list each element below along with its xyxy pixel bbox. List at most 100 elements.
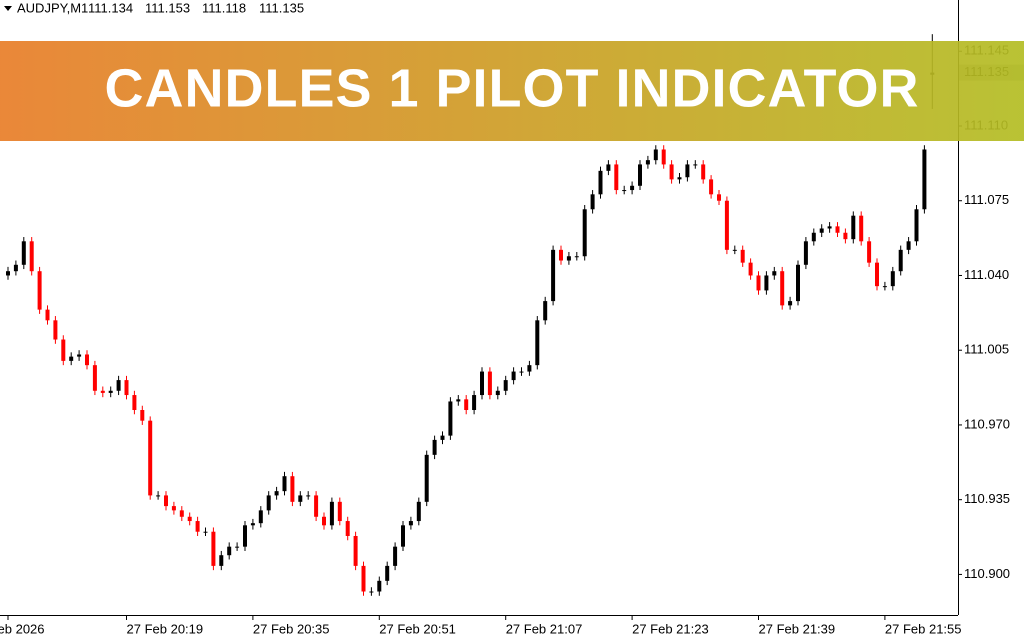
candle-body xyxy=(77,354,82,357)
x-tick-label: 27 Feb 20:19 xyxy=(127,621,204,636)
candle-body xyxy=(843,232,848,240)
candle-body xyxy=(377,580,382,592)
candle-body xyxy=(598,170,603,195)
candle-body xyxy=(574,256,579,258)
plot-area xyxy=(6,34,935,596)
candle-body xyxy=(385,565,390,581)
candle-body xyxy=(638,164,642,186)
header-close: 111.135 xyxy=(259,0,304,15)
candle-body xyxy=(796,264,800,302)
candle-body xyxy=(124,380,129,396)
candle-body xyxy=(235,546,240,548)
candle-body xyxy=(851,215,856,240)
candle-body xyxy=(337,501,342,522)
y-tick-label: 111.040 xyxy=(964,267,1009,282)
candle-body xyxy=(464,399,469,410)
candle-body xyxy=(495,390,500,396)
candle-body xyxy=(511,371,516,381)
header-open: 111.134 xyxy=(88,0,133,15)
candle-body xyxy=(440,435,445,440)
candle-body xyxy=(53,320,58,340)
candle-body xyxy=(622,190,627,192)
candle-body xyxy=(369,591,374,593)
candle-body xyxy=(314,495,319,517)
candle-body xyxy=(164,495,168,507)
candle-body xyxy=(748,262,753,276)
y-tick-label: 111.005 xyxy=(964,342,1009,357)
candle-body xyxy=(29,241,34,272)
candle-body xyxy=(906,241,911,250)
candle-body xyxy=(756,275,761,291)
candle-body xyxy=(614,164,619,191)
y-tick-label: 110.900 xyxy=(964,566,1010,581)
header-high: 111.153 xyxy=(145,0,190,15)
candle-body xyxy=(171,506,176,511)
candle-body xyxy=(306,495,311,497)
y-tick-label: 111.075 xyxy=(964,192,1009,207)
candle-body xyxy=(298,495,303,502)
candle-body xyxy=(250,523,255,526)
candle-body xyxy=(448,401,453,436)
candle-body xyxy=(179,510,184,517)
x-tick-label: 27 Feb 20:51 xyxy=(379,621,456,636)
candle-body xyxy=(527,365,532,372)
candle-body xyxy=(85,354,89,366)
candle-body xyxy=(393,546,398,566)
candle-body xyxy=(535,320,540,366)
candle-body xyxy=(559,249,563,261)
candle-body xyxy=(503,380,508,391)
candle-body xyxy=(187,516,192,522)
candle-body xyxy=(424,454,429,502)
candle-body xyxy=(630,185,635,191)
candle-body xyxy=(416,501,421,522)
candle-body xyxy=(345,521,350,536)
candle-body xyxy=(92,365,97,391)
x-tick-label: 27 Feb 21:39 xyxy=(759,621,836,636)
candle-body xyxy=(13,264,18,272)
candle-body xyxy=(898,249,903,272)
candle-body xyxy=(922,149,927,210)
banner-title: CANDLES 1 PILOT INDICATOR xyxy=(104,58,919,118)
candle-body xyxy=(867,241,872,263)
candle-body xyxy=(6,271,10,276)
header-low: 111.118 xyxy=(202,0,246,15)
candle-body xyxy=(322,516,326,526)
candle-body xyxy=(361,565,366,592)
menu-arrow[interactable] xyxy=(4,6,12,11)
candle-body xyxy=(685,164,690,178)
candle-body xyxy=(819,228,824,233)
candle-body xyxy=(827,226,832,229)
candle-body xyxy=(661,149,666,165)
candle-body xyxy=(875,262,879,287)
candle-body xyxy=(219,555,224,566)
candle-body xyxy=(487,371,492,396)
candle-body xyxy=(890,271,895,287)
candle-body xyxy=(732,249,737,251)
candle-body xyxy=(519,371,524,373)
candle-body xyxy=(353,535,358,566)
x-tick-label: 27 Feb 21:07 xyxy=(506,621,583,636)
candle-body xyxy=(140,410,145,421)
candle-body xyxy=(724,200,729,250)
candle-body xyxy=(669,164,674,180)
candle-body xyxy=(456,399,461,402)
candle-body xyxy=(590,194,595,210)
candle-body xyxy=(266,495,271,511)
candle-body xyxy=(543,301,548,321)
x-tick-label: 27 Feb 21:23 xyxy=(632,621,709,636)
candle-body xyxy=(788,301,793,306)
candle-body xyxy=(116,380,121,391)
candle-body xyxy=(195,521,200,532)
candle-body xyxy=(811,232,816,242)
candle-body xyxy=(408,521,413,526)
candle-body xyxy=(100,390,105,393)
candle-body xyxy=(21,241,26,265)
candle-body xyxy=(258,510,263,524)
candle-body xyxy=(274,491,279,496)
candle-body xyxy=(709,179,714,195)
y-tick-label: 110.970 xyxy=(964,416,1010,431)
banner xyxy=(0,41,1024,141)
candle-body xyxy=(740,249,745,263)
candle-body xyxy=(211,531,216,566)
